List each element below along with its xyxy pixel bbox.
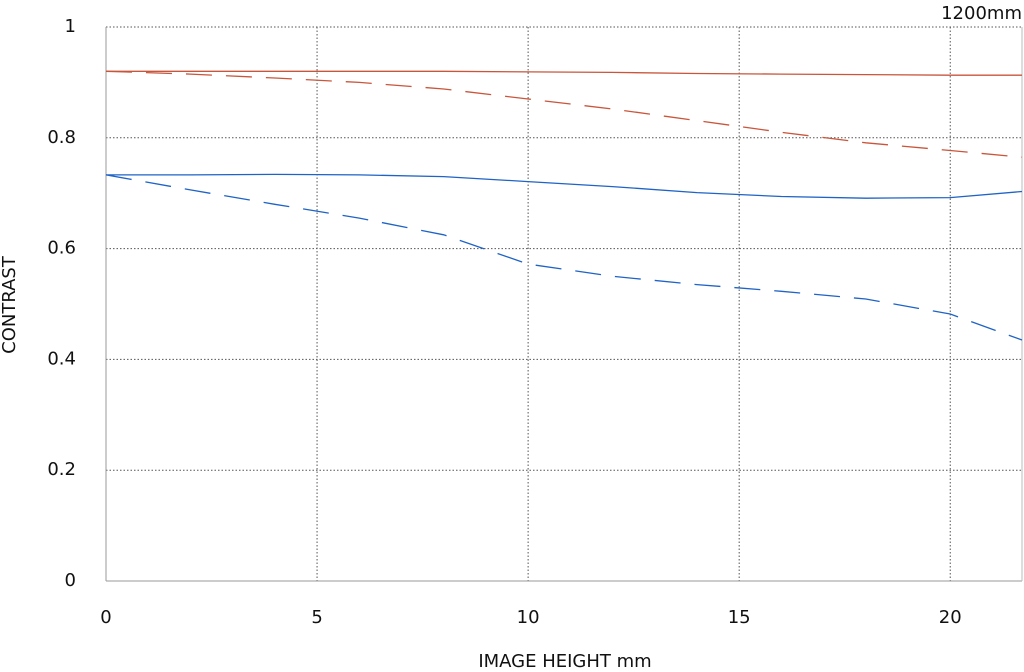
y-tick-label: 0.2	[47, 459, 76, 480]
y-tick-label: 0	[65, 570, 76, 591]
x-tick-label: 15	[728, 607, 751, 628]
x-tick-label: 20	[939, 607, 962, 628]
y-tick-label: 0.8	[47, 127, 76, 148]
annotation: 1200mm	[941, 3, 1022, 24]
y-tick-label: 0.4	[47, 348, 76, 369]
y-tick-label: 1	[65, 16, 76, 37]
x-tick-label: 5	[311, 607, 322, 628]
x-axis-label: IMAGE HEIGHT mm	[478, 651, 651, 672]
series-line	[105, 174, 1023, 341]
series-line	[106, 70, 1022, 76]
series-line	[105, 70, 1023, 158]
y-axis-label: CONTRAST	[0, 255, 20, 354]
x-tick-label: 10	[517, 607, 540, 628]
series-line	[106, 173, 1023, 199]
x-tick-label: 0	[100, 607, 111, 628]
y-tick-label: 0.6	[47, 238, 76, 259]
